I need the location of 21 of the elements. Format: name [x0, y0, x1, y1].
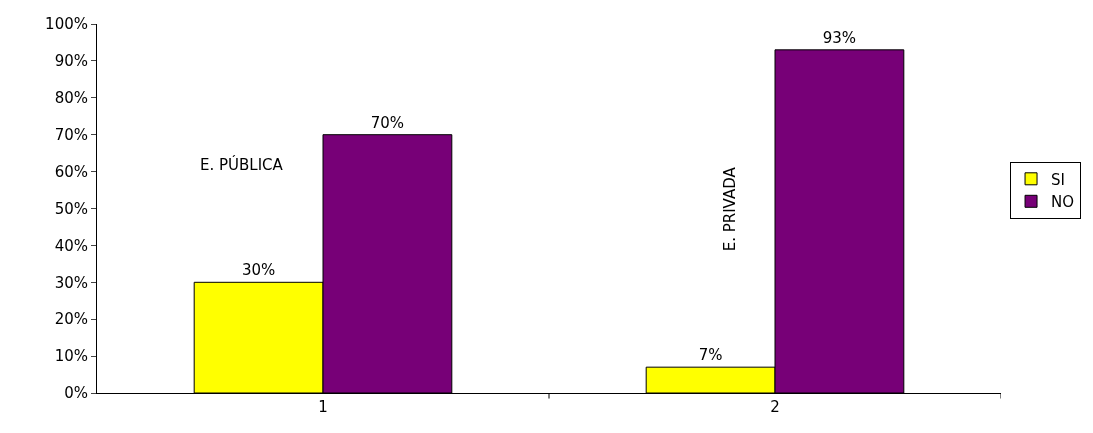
y-tick-label: 60% [54, 162, 88, 181]
y-tick-label: 40% [54, 236, 88, 255]
y-tick-label: 50% [54, 199, 88, 218]
legend-label: NO [1051, 193, 1075, 212]
legend-label: SI [1051, 170, 1065, 189]
y-tick-label: 20% [54, 310, 88, 329]
y-tick-label: 70% [54, 125, 88, 144]
data-label: 7% [698, 346, 723, 365]
y-tick-label: 90% [54, 52, 88, 71]
annotation: E. PÚBLICA [200, 155, 284, 174]
y-tick-label: 80% [54, 89, 88, 108]
y-tick-label: 100% [45, 15, 88, 34]
x-tick-label: 1 [318, 398, 328, 416]
data-label: 93% [822, 28, 857, 47]
y-tick-label: 30% [54, 273, 88, 292]
annotation: E. PRIVADA [721, 166, 740, 252]
data-label: 70% [370, 113, 405, 132]
y-tick-label: 0% [64, 384, 88, 403]
data-label: 30% [241, 261, 276, 280]
y-tick-label: 10% [54, 347, 88, 366]
x-tick-label: 2 [770, 398, 780, 416]
